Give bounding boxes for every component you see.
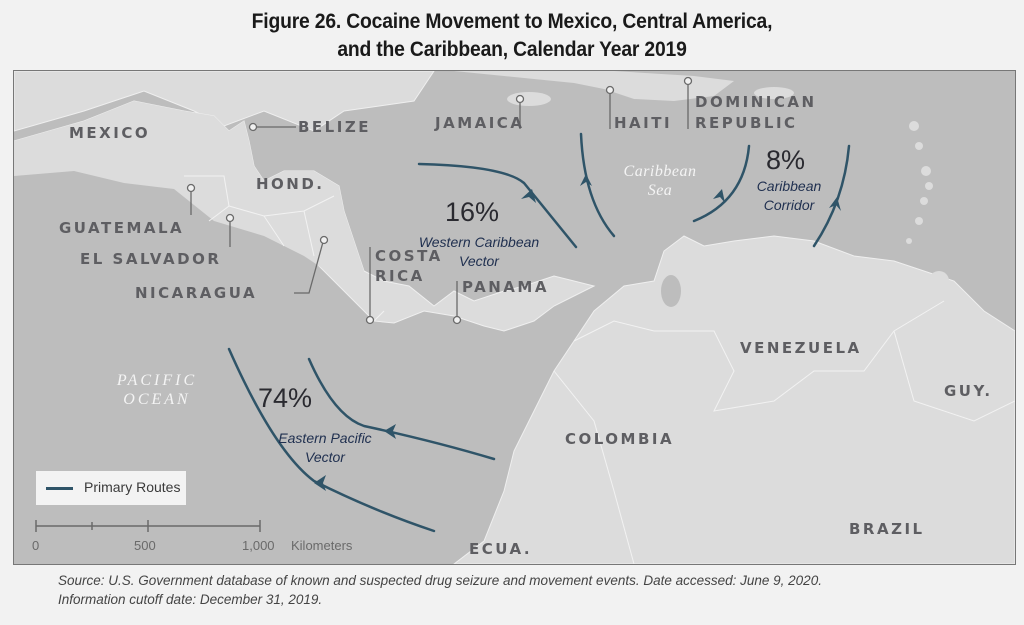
western-caribbean-label-line1: Western Caribbean [418, 234, 540, 250]
eastern-pacific-label: Eastern Pacific Vector [270, 429, 380, 467]
label-brazil: BRAZIL [849, 520, 925, 538]
legend-label: Primary Routes [84, 479, 181, 495]
land-mexico-west [14, 101, 364, 286]
figure-title-line1: Figure 26. Cocaine Movement to Mexico, C… [251, 10, 773, 33]
label-pacific-ocean-line1: PACIFIC [116, 372, 198, 389]
scale-tick-500: 500 [134, 538, 156, 553]
label-pacific-ocean-line2: OCEAN [123, 391, 191, 408]
source-line2: Information cutoff date: December 31, 20… [58, 592, 323, 607]
label-dominican-1: DOMINICAN [695, 93, 817, 111]
map-panel: MEXICO BELIZE HOND. GUATEMALA EL SALVADO… [13, 70, 1016, 565]
scale-unit: Kilometers [291, 538, 353, 553]
label-dominican-2: REPUBLIC [695, 114, 798, 132]
source-note: Source: U.S. Government database of know… [58, 571, 822, 609]
label-haiti: HAITI [614, 114, 673, 132]
caribbean-corridor-percent: 8% [766, 145, 806, 175]
label-guatemala: GUATEMALA [59, 219, 185, 237]
label-caribbean-sea-line1: Caribbean [623, 163, 697, 180]
island-jamaica [507, 92, 551, 106]
label-nicaragua: NICARAGUA [135, 284, 258, 302]
label-caribbean-sea-line2: Sea [647, 182, 673, 199]
label-panama: PANAMA [462, 278, 549, 296]
label-caribbean-sea: Caribbean Sea [610, 162, 710, 200]
label-pacific-ocean: PACIFIC OCEAN [102, 371, 212, 409]
island-lesser-antilles [906, 121, 949, 291]
label-colombia: COLOMBIA [565, 430, 675, 448]
western-caribbean-label: Western Caribbean Vector [414, 233, 544, 271]
label-honduras: HOND. [256, 175, 325, 193]
island-puerto-rico [754, 87, 794, 99]
source-line1: Source: U.S. Government database of know… [58, 573, 822, 588]
western-caribbean-label-line2: Vector [459, 253, 499, 269]
caribbean-corridor-label-line1: Caribbean [756, 178, 822, 194]
route-arrowheads [314, 174, 841, 491]
land-south-america [453, 235, 1015, 564]
caribbean-corridor-label: Caribbean Corridor [749, 177, 829, 215]
western-caribbean-percent: 16% [445, 197, 500, 227]
figure-title-line2: and the Caribbean, Calendar Year 2019 [337, 38, 687, 61]
label-venezuela: VENEZUELA [740, 339, 862, 357]
label-costa-rica-2: RICA [375, 267, 425, 285]
map-shapes [14, 71, 1015, 564]
caribbean-corridor-label-line2: Corridor [763, 197, 815, 213]
lake-maracaibo [661, 275, 681, 307]
map-legend: Primary Routes [36, 471, 186, 505]
eastern-pacific-label-line2: Vector [305, 449, 345, 465]
scale-tick-1000: 1,000 [242, 538, 275, 553]
label-belize: BELIZE [298, 118, 371, 136]
route-swatch-icon [46, 487, 73, 490]
eastern-pacific-percent: 74% [258, 383, 313, 413]
primary-routes [227, 132, 851, 533]
label-el-salvador: EL SALVADOR [80, 250, 222, 268]
label-guyana: GUY. [944, 382, 993, 400]
callout-leaders [186, 76, 693, 325]
scale-bar [35, 520, 261, 532]
label-jamaica: JAMAICA [435, 114, 525, 132]
country-borders [184, 175, 1015, 564]
label-mexico: MEXICO [69, 124, 151, 142]
island-cuba-hispaniola [454, 71, 734, 101]
label-costa-rica-1: COSTA [375, 247, 443, 265]
scale-tick-0: 0 [32, 538, 40, 553]
eastern-pacific-label-line1: Eastern Pacific [278, 430, 372, 446]
label-ecuador: ECUA. [469, 540, 533, 558]
